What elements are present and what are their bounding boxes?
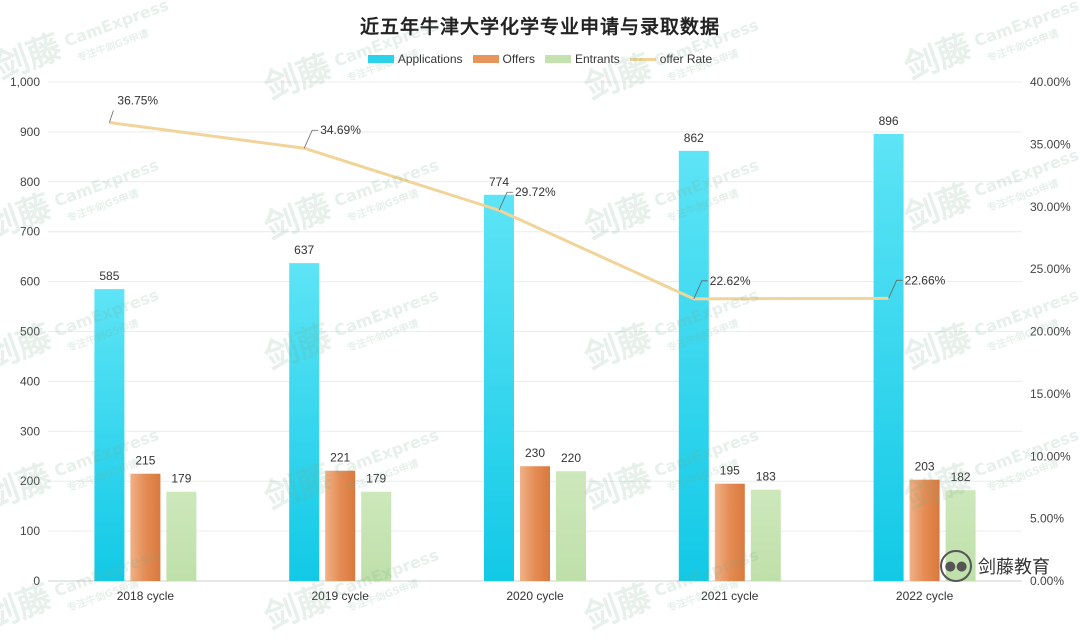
bar-value-label: 221: [330, 451, 350, 465]
bar-value-label: 862: [684, 131, 704, 145]
legend-item-offer-rate: offer Rate: [629, 52, 713, 66]
plot-area: 0 100 200 300 400 500 600 700 800 900 1,000 0.00% 5…: [10, 75, 1071, 603]
y-left-tick-label: 400: [20, 374, 40, 388]
legend-label-applications: Applications: [397, 52, 463, 66]
bar-offers: [714, 483, 745, 581]
brand-label: 剑藤教育: [978, 557, 1050, 578]
bar-applications: [484, 194, 514, 582]
chart-title: 近五年牛津大学化学专业申请与录取数据: [359, 16, 720, 38]
brand-mark: ●● 剑藤教育: [940, 550, 1050, 582]
bar-value-label: 774: [489, 175, 509, 189]
wechat-icon: ●●: [940, 550, 972, 582]
offer-rate-value: 22.62%: [710, 274, 751, 288]
y-left-tick-label: 1,000: [10, 75, 40, 89]
bar-applications: [873, 133, 904, 581]
offer-rate-value: 34.69%: [320, 123, 361, 137]
bar-offers: [909, 479, 940, 581]
bar-value-label: 183: [756, 470, 776, 484]
bar-value-label: 179: [366, 472, 386, 486]
bar-value-label: 585: [99, 269, 119, 283]
legend-label-offer-rate: offer Rate: [659, 52, 713, 66]
legend-label-offers: Offers: [502, 52, 535, 66]
bar-entrants: [361, 491, 392, 581]
bar-offers: [325, 470, 356, 581]
x-tick-label: 2019 cycle: [312, 589, 370, 603]
chart-legend: Applications Offers Entrants offer Rate: [0, 52, 1080, 66]
bar-value-label: 215: [135, 454, 155, 468]
bar-applications: [289, 263, 320, 581]
bar-applications: [94, 289, 125, 581]
y-left-tick-label: 700: [20, 225, 40, 239]
bar-value-label: 220: [561, 451, 581, 465]
offer-rate-value: 22.66%: [905, 273, 946, 287]
bar-entrants: [750, 489, 781, 581]
left-axis: 0 100 200 300 400 500 600 700 800 900 1,000: [10, 75, 40, 588]
legend-item-applications: Applications: [367, 52, 463, 66]
y-right-tick-label: 20.00%: [1030, 325, 1071, 339]
y-right-tick-label: 30.00%: [1030, 200, 1071, 214]
bar-value-label: 182: [951, 470, 971, 484]
legend-swatch-offers: [472, 55, 499, 63]
x-tick-label: 2018 cycle: [117, 589, 175, 603]
bar-entrants: [166, 491, 197, 581]
y-right-tick-label: 5.00%: [1030, 512, 1064, 526]
bar-value-label: 896: [879, 114, 899, 128]
x-tick-label: 2021 cycle: [701, 589, 759, 603]
x-tick-label: 2020 cycle: [506, 589, 564, 603]
offer-rate-line: 36.75% 34.69% 29.72% 22.62% 22.66%: [109, 94, 946, 301]
right-axis: 0.00% 5.00% 10.00% 15.00% 20.00% 25.00% 30.00%…: [1030, 75, 1071, 588]
y-left-tick-label: 500: [20, 325, 40, 339]
bar-offers: [130, 473, 161, 581]
y-left-tick-label: 200: [20, 474, 40, 488]
y-right-tick-label: 10.00%: [1030, 449, 1071, 463]
offer-rate-label: 34.69%: [303, 123, 361, 149]
y-right-tick-label: 25.00%: [1030, 262, 1071, 276]
y-right-tick-label: 0.00%: [1030, 574, 1064, 588]
offer-rate-value: 36.75%: [117, 94, 158, 108]
offer-rate-value: 29.72%: [515, 185, 556, 199]
bar-value-label: 230: [525, 446, 545, 460]
legend-item-offers: Offers: [472, 52, 535, 66]
y-left-tick-label: 800: [20, 175, 40, 189]
y-left-tick-label: 0: [33, 574, 40, 588]
bar-applications: [678, 150, 709, 581]
y-right-tick-label: 35.00%: [1030, 137, 1071, 151]
bar-offers: [520, 466, 550, 581]
legend-swatch-offer-rate: [629, 57, 656, 61]
y-left-tick-label: 600: [20, 275, 40, 289]
bar-value-label: 195: [720, 464, 740, 478]
x-tick-label: 2022 cycle: [896, 589, 954, 603]
y-right-tick-label: 40.00%: [1030, 75, 1071, 89]
y-left-tick-label: 300: [20, 424, 40, 438]
offer-rate-label: 36.75%: [109, 94, 158, 123]
bar-value-label: 637: [294, 243, 314, 257]
y-left-tick-label: 100: [20, 524, 40, 538]
offer-rate-label: 22.66%: [888, 273, 946, 299]
legend-item-entrants: Entrants: [545, 52, 620, 66]
bar-value-label: 203: [915, 460, 935, 474]
x-axis-labels: 2018 cycle 2019 cycle 2020 cycle 2021 cycle…: [117, 589, 954, 603]
offer-rate-label: 22.62%: [693, 274, 751, 299]
y-right-tick-label: 15.00%: [1030, 387, 1071, 401]
legend-swatch-entrants: [545, 55, 571, 63]
offer-rate-label: 29.72%: [498, 185, 556, 211]
legend-swatch-applications: [367, 55, 394, 63]
legend-label-entrants: Entrants: [575, 52, 620, 66]
bar-value-label: 179: [171, 472, 191, 486]
y-left-tick-label: 900: [20, 125, 40, 139]
bar-entrants: [556, 471, 586, 581]
bar-group: 585 215 179 637 221 179 774 230 220 862 195 183 896 2…: [94, 114, 976, 582]
